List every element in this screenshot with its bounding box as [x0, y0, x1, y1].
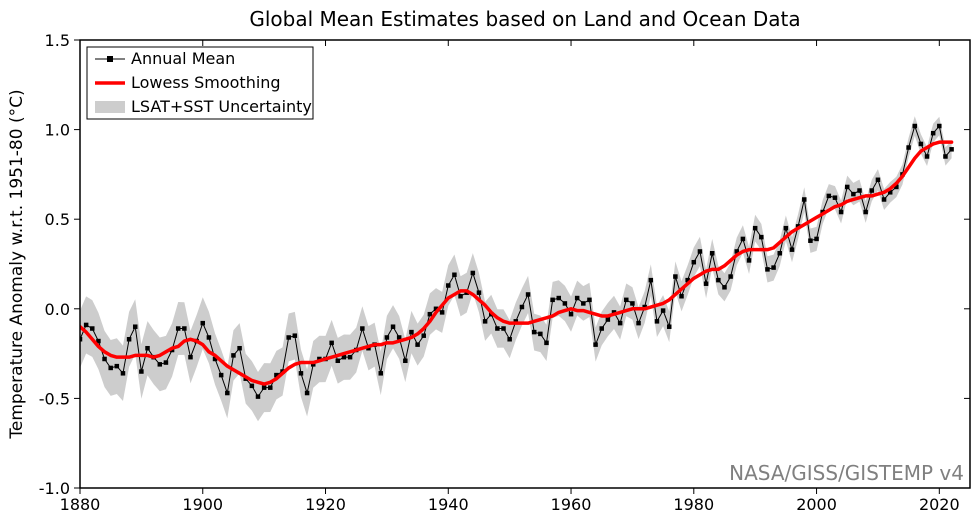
x-tick-label: 2000 — [796, 495, 837, 514]
legend-item-label: Annual Mean — [131, 49, 235, 68]
y-tick-label: -1.0 — [39, 479, 70, 498]
y-axis-label: Temperature Anomaly w.r.t. 1951-80 (°C) — [7, 89, 27, 439]
y-tick-label: -0.5 — [39, 389, 70, 408]
legend-item-label: Lowess Smoothing — [131, 73, 281, 92]
chart-container: 18801900192019401960198020002020-1.0-0.5… — [0, 0, 980, 520]
y-tick-label: 1.5 — [45, 31, 70, 50]
chart-title: Global Mean Estimates based on Land and … — [249, 7, 800, 31]
x-tick-label: 1900 — [182, 495, 223, 514]
legend-item-label: LSAT+SST Uncertainty — [131, 97, 312, 116]
legend: Annual Mean Lowess Smoothing LSAT+SST Unce… — [87, 47, 313, 119]
y-tick-label: 1.0 — [45, 121, 70, 140]
x-tick-label: 1960 — [551, 495, 592, 514]
y-tick-label: 0.5 — [45, 210, 70, 229]
attribution-text: NASA/GISS/GISTEMP v4 — [729, 461, 964, 485]
x-tick-label: 1920 — [305, 495, 346, 514]
x-tick-label: 1940 — [428, 495, 469, 514]
x-tick-label: 2020 — [919, 495, 960, 514]
y-tick-label: 0.0 — [45, 300, 70, 319]
temperature-anomaly-chart: 18801900192019401960198020002020-1.0-0.5… — [0, 0, 980, 520]
x-tick-label: 1980 — [673, 495, 714, 514]
